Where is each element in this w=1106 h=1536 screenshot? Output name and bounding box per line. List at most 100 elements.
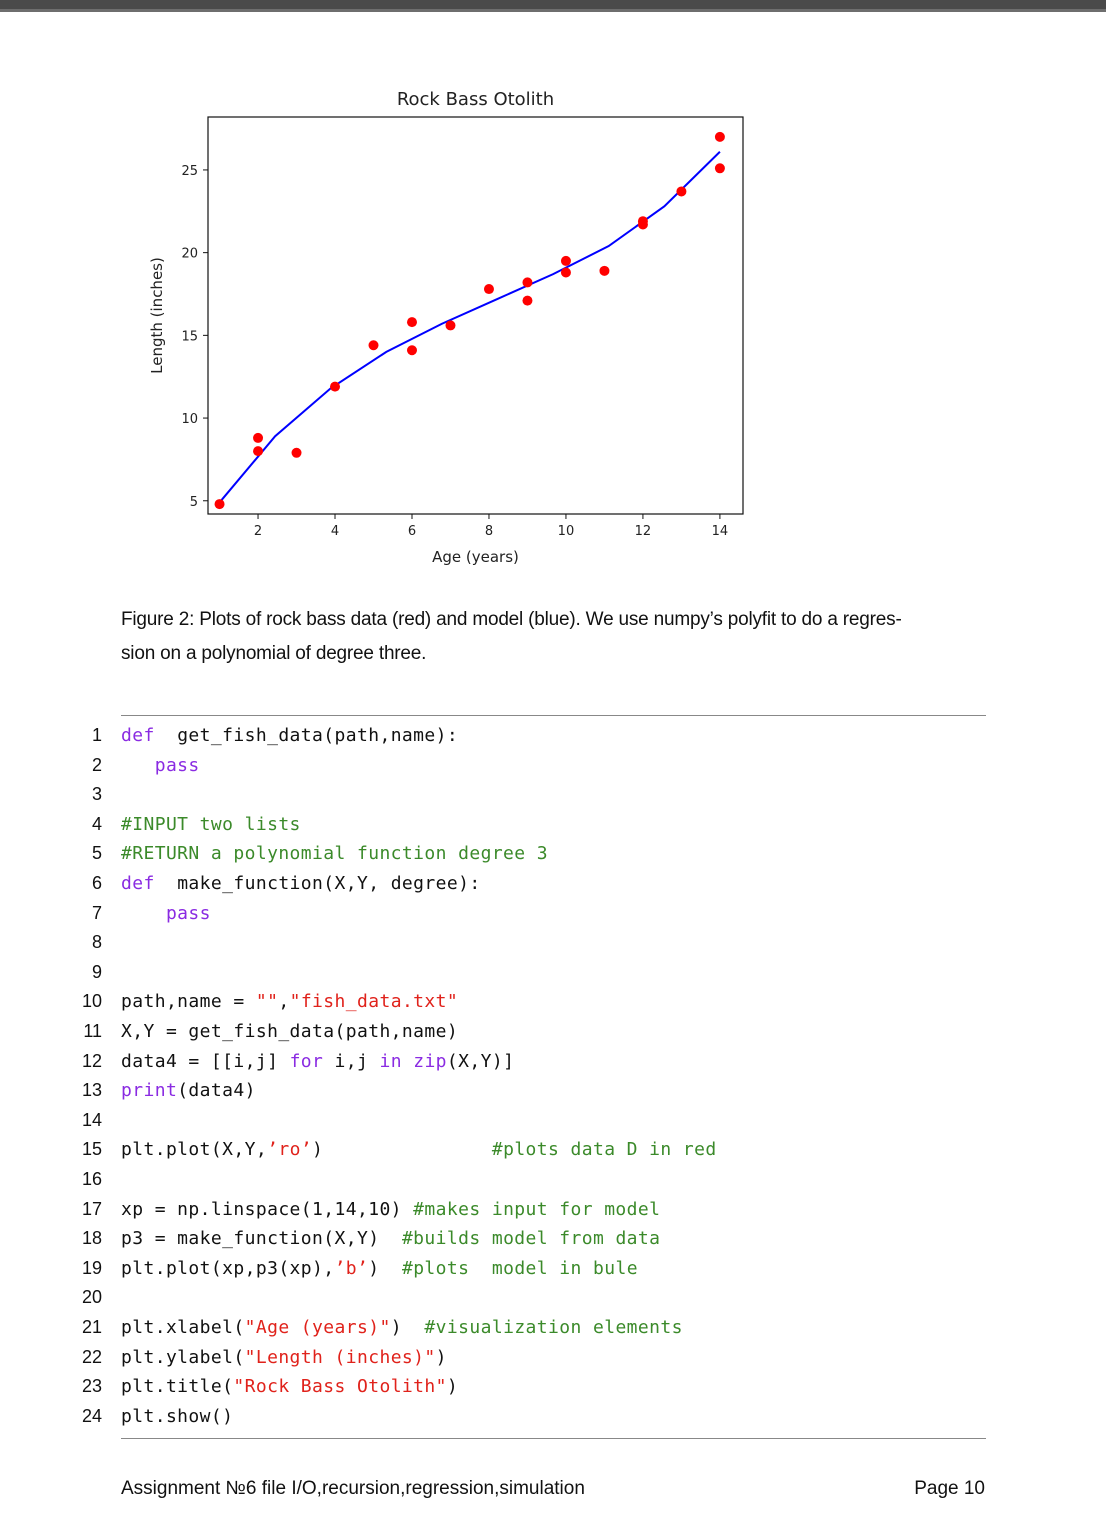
- code-token: plt.plot(xp,p3(xp),: [121, 1257, 335, 1279]
- y-tick-label: 20: [181, 247, 198, 262]
- code-text: plt.show(): [121, 1402, 233, 1432]
- code-line: 8: [0, 928, 1106, 958]
- code-line: 15 plt.plot(X,Y,’ro’) #plots data D in re…: [0, 1135, 1106, 1165]
- code-text: #INPUT two lists: [121, 810, 301, 840]
- code-token: ,: [278, 991, 290, 1013]
- data-point: [714, 163, 725, 174]
- chart-svg: Rock Bass Otolith Age (years) Length (inch…: [148, 89, 744, 566]
- code-text: plt.xlabel("Age (years)") #visualization…: [121, 1313, 683, 1343]
- code-token: ): [390, 1317, 425, 1338]
- code-comment: #makes input for model: [413, 1198, 661, 1220]
- line-number: 21: [81, 1317, 102, 1337]
- data-point: [253, 446, 264, 457]
- code-line: 1 def get_fish_data(path,name):: [0, 721, 1106, 751]
- code-token: ): [312, 1139, 492, 1161]
- code-text: def make_function(X,Y, degree):: [121, 869, 481, 899]
- y-tick-label: 5: [190, 495, 198, 510]
- line-number: 9: [91, 961, 102, 982]
- x-tick-label: 6: [408, 524, 416, 539]
- code-keyword: def: [121, 873, 155, 894]
- y-tick-label: 10: [181, 412, 198, 427]
- code-bottom-rule: [121, 1438, 986, 1439]
- code-string: "fish_data.txt": [289, 991, 459, 1013]
- code-token: plt.title(: [121, 1376, 234, 1398]
- x-tick-label: 12: [635, 524, 652, 539]
- code-line: 21 plt.xlabel("Age (years)") #visualizati…: [0, 1313, 1106, 1343]
- data-point: [253, 432, 264, 443]
- code-line: 14: [0, 1106, 1106, 1136]
- code-comment: #visualization elements: [424, 1317, 683, 1338]
- code-line: 17 xp = np.linspace(1,14,10) #makes input…: [0, 1195, 1106, 1225]
- code-line: 3: [0, 780, 1106, 810]
- code-string: ’ro’: [267, 1139, 313, 1161]
- data-point: [560, 267, 571, 278]
- x-tick-label: 2: [254, 524, 262, 539]
- code-keyword: pass: [121, 754, 200, 776]
- code-token: make_function(X,Y, degree):: [154, 873, 481, 894]
- code-text: def get_fish_data(path,name):: [121, 721, 458, 751]
- line-number: 16: [81, 1169, 102, 1189]
- code-text: plt.ylabel("Length (inches)"): [121, 1343, 447, 1373]
- code-keyword: for: [289, 1050, 324, 1072]
- code-string: "": [255, 991, 279, 1013]
- code-text: #RETURN a polynomial function degree 3: [121, 839, 548, 869]
- code-comment: #plots data D in red: [491, 1139, 717, 1161]
- code-line: 22 plt.ylabel("Length (inches)"): [0, 1343, 1106, 1373]
- code-line: 10 path,name = "","fish_data.txt": [0, 987, 1106, 1017]
- x-tick-label: 8: [485, 524, 493, 539]
- code-line: 2 pass: [0, 751, 1106, 781]
- code-line: 9: [0, 958, 1106, 988]
- data-point: [368, 340, 379, 351]
- code-line: 7 pass: [0, 899, 1106, 929]
- code-line: 12 data4 = [[i,j] for i,j in zip(X,Y)]: [0, 1047, 1106, 1077]
- x-tick-label: 10: [558, 524, 575, 539]
- code-line: 23 plt.title("Rock Bass Otolith"): [0, 1372, 1106, 1402]
- code-token: plt.plot(X,Y,: [121, 1139, 268, 1161]
- code-keyword: pass: [121, 902, 211, 924]
- code-string: "Age (years)": [244, 1317, 391, 1338]
- code-comment: #INPUT two lists: [121, 813, 301, 835]
- code-token: (X,Y)]: [446, 1050, 515, 1072]
- code-token: plt.ylabel(: [121, 1346, 245, 1368]
- code-token: path,name =: [121, 991, 256, 1013]
- line-number: 5: [91, 843, 102, 864]
- code-keyword: in: [379, 1050, 402, 1072]
- code-line: 13 print(data4): [0, 1076, 1106, 1106]
- y-axis-label: Length (inches): [148, 257, 166, 374]
- code-line: 24 plt.show(): [0, 1402, 1106, 1432]
- line-number: 10: [81, 991, 102, 1012]
- code-token: [402, 1051, 413, 1072]
- code-text: data4 = [[i,j] for i,j in zip(X,Y)]: [121, 1047, 514, 1077]
- code-keyword: def: [121, 725, 155, 746]
- line-number: 6: [91, 873, 102, 893]
- code-token: i,j: [323, 1050, 380, 1072]
- code-token: ): [368, 1257, 402, 1279]
- data-point: [676, 186, 687, 197]
- line-number: 22: [81, 1346, 102, 1367]
- footer-left: Assignment №6 file I/O,recursion,regress…: [121, 1478, 585, 1499]
- line-number: 4: [91, 813, 102, 834]
- code-line: 6 def make_function(X,Y, degree):: [0, 869, 1106, 899]
- line-number: 19: [81, 1257, 102, 1278]
- code-token: xp = np.linspace(1,14,10): [121, 1198, 414, 1220]
- code-token: get_fish_data(path,name):: [154, 725, 459, 746]
- code-token: plt.xlabel(: [121, 1317, 245, 1338]
- code-line: 4 #INPUT two lists: [0, 810, 1106, 840]
- code-line: 5 #RETURN a polynomial function degree 3: [0, 839, 1106, 869]
- line-number: 8: [91, 932, 102, 953]
- data-point: [406, 317, 417, 328]
- line-number: 13: [81, 1080, 102, 1101]
- data-point: [330, 381, 341, 392]
- code-line: 16: [0, 1165, 1106, 1195]
- code-text: plt.title("Rock Bass Otolith"): [121, 1372, 458, 1402]
- code-string: ’b’: [334, 1257, 369, 1279]
- top-bar: [0, 0, 1106, 12]
- line-number: 12: [81, 1050, 102, 1071]
- x-tick-label: 14: [712, 524, 729, 539]
- line-number: 2: [91, 754, 102, 775]
- code-top-rule: [121, 715, 986, 716]
- data-point: [445, 320, 456, 331]
- y-tick-label: 15: [181, 329, 198, 344]
- code-text: plt.plot(X,Y,’ro’) #plots data D in red: [121, 1135, 717, 1165]
- code-comment: #plots model in bule: [401, 1257, 638, 1279]
